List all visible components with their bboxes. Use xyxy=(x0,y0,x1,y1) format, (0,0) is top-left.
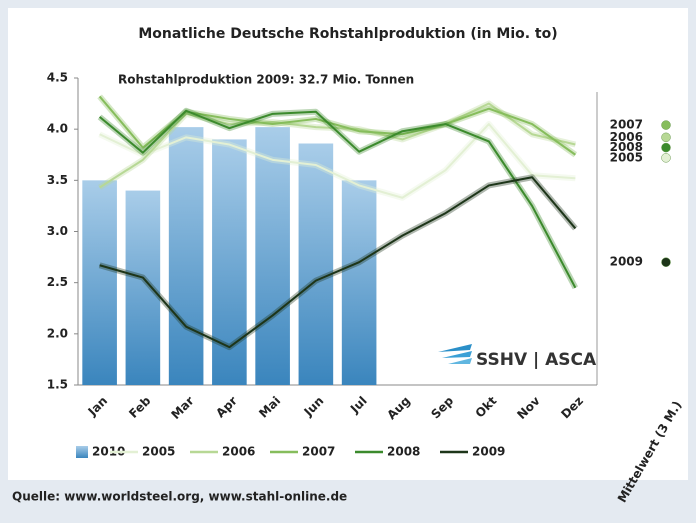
mean-dot xyxy=(661,153,671,163)
legend-label: 2005 xyxy=(142,445,175,459)
legend-label: 2010 xyxy=(92,445,125,459)
bar xyxy=(125,190,161,385)
legend-label: 2006 xyxy=(222,445,255,459)
legend-label: 2007 xyxy=(302,445,335,459)
mean-dot xyxy=(661,120,671,130)
mean-dot xyxy=(661,132,671,143)
mean-name: 2006 xyxy=(610,130,643,144)
legend-swatch xyxy=(76,446,88,458)
y-tick-label: 3.0 xyxy=(47,224,68,238)
chart-title: Monatliche Deutsche Rohstahlproduktion (… xyxy=(138,26,557,42)
mean-name: 2007 xyxy=(610,118,643,132)
y-tick-label: 2.0 xyxy=(47,326,68,340)
bar xyxy=(82,180,117,385)
bar xyxy=(212,139,247,385)
legend-label: 2008 xyxy=(387,445,420,459)
mean-name: 2008 xyxy=(610,140,643,154)
bar xyxy=(168,127,204,386)
mean-dot xyxy=(661,257,671,267)
y-tick-label: 4.5 xyxy=(47,71,68,85)
bar xyxy=(341,180,377,385)
line xyxy=(99,176,577,349)
mean-name: 2009 xyxy=(610,255,643,269)
line xyxy=(99,123,576,199)
line xyxy=(98,109,577,289)
y-tick-label: 3.5 xyxy=(47,173,68,187)
source: Quelle: www.worldsteel.org, www.stahl-on… xyxy=(12,490,347,504)
mean-name: 2005 xyxy=(610,150,643,164)
line xyxy=(99,102,576,189)
bar xyxy=(255,127,290,386)
y-tick-label: 2.5 xyxy=(47,275,68,289)
logo-icon xyxy=(438,344,472,364)
legend-label: 2009 xyxy=(472,445,505,459)
subtitle: Rohstahlproduktion 2009: 32.7 Mio. Tonne… xyxy=(118,73,414,87)
logo: SSHV | ASCA xyxy=(476,350,597,370)
y-tick-label: 1.5 xyxy=(47,378,68,392)
y-tick-label: 4.0 xyxy=(47,122,68,136)
bar xyxy=(298,143,334,385)
mean-dot xyxy=(661,142,671,153)
